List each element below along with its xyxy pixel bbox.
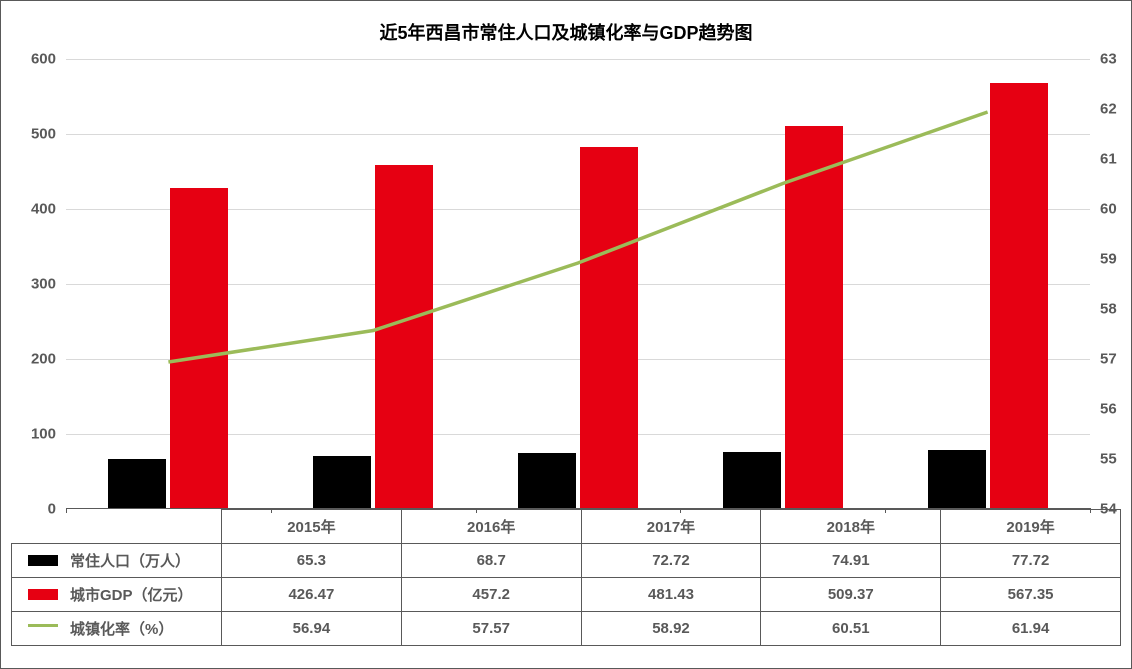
category-group [723, 126, 843, 508]
urb-value-cell: 56.94 [222, 612, 402, 646]
y-right-tick-label: 63 [1090, 51, 1117, 68]
urb-value-cell: 61.94 [941, 612, 1121, 646]
pop-value-cell: 77.72 [941, 544, 1121, 578]
pop-value-cell: 74.91 [761, 544, 941, 578]
pop-value-cell: 72.72 [581, 544, 761, 578]
pop-value-cell: 65.3 [222, 544, 402, 578]
pop-value-cell: 68.7 [401, 544, 581, 578]
gdp-legend-label: 城市GDP（亿元） [70, 587, 193, 604]
gdp-bar [990, 83, 1048, 509]
y-left-tick-label: 500 [31, 126, 66, 143]
pop-swatch [28, 555, 58, 566]
urb-legend-label: 城镇化率（%） [70, 621, 173, 638]
pop-bar [108, 459, 166, 508]
gdp-bar [580, 147, 638, 508]
gridline [66, 59, 1090, 60]
category-group [108, 188, 228, 508]
y-right-tick-label: 59 [1090, 251, 1117, 268]
pop-bar [313, 456, 371, 508]
category-header: 2017年 [581, 510, 761, 544]
legend-cell-pop: 常住人口（万人） [12, 544, 222, 578]
data-table: 2015年2016年2017年2018年2019年常住人口（万人） 65.368.… [11, 509, 1121, 646]
gdp-value-cell: 567.35 [941, 578, 1121, 612]
y-left-tick-label: 100 [31, 426, 66, 443]
category-group [518, 147, 638, 508]
y-left-tick-label: 400 [31, 201, 66, 218]
y-right-tick-label: 55 [1090, 451, 1117, 468]
gdp-value-cell: 457.2 [401, 578, 581, 612]
pop-legend-label: 常住人口（万人） [70, 553, 190, 570]
urb-value-cell: 57.57 [401, 612, 581, 646]
urb-swatch [28, 624, 58, 627]
y-right-tick-label: 56 [1090, 401, 1117, 418]
y-left-tick-label: 300 [31, 276, 66, 293]
urb-value-cell: 58.92 [581, 612, 761, 646]
gdp-value-cell: 481.43 [581, 578, 761, 612]
plot-area: 010020030040050060054555657585960616263 [66, 59, 1090, 509]
category-group [928, 83, 1048, 509]
gdp-bar [375, 165, 433, 508]
category-group [313, 165, 433, 508]
category-header: 2016年 [401, 510, 581, 544]
legend-cell-urb: 城镇化率（%） [12, 612, 222, 646]
gdp-bar [170, 188, 228, 508]
y-left-tick-label: 200 [31, 351, 66, 368]
category-header: 2018年 [761, 510, 941, 544]
y-right-tick-label: 62 [1090, 101, 1117, 118]
gdp-value-cell: 509.37 [761, 578, 941, 612]
pop-bar [518, 453, 576, 508]
chart-container: 近5年西昌市常住人口及城镇化率与GDP趋势图 01002003004005006… [0, 0, 1132, 669]
y-right-tick-label: 58 [1090, 301, 1117, 318]
gdp-swatch [28, 589, 58, 600]
pop-bar [723, 452, 781, 508]
y-right-tick-label: 57 [1090, 351, 1117, 368]
chart-title: 近5年西昌市常住人口及城镇化率与GDP趋势图 [1, 1, 1131, 45]
category-header: 2015年 [222, 510, 402, 544]
urb-value-cell: 60.51 [761, 612, 941, 646]
category-header: 2019年 [941, 510, 1121, 544]
y-left-tick-label: 600 [31, 51, 66, 68]
gdp-bar [785, 126, 843, 508]
y-right-tick-label: 61 [1090, 151, 1117, 168]
pop-bar [928, 450, 986, 508]
legend-corner [12, 510, 222, 544]
legend-cell-gdp: 城市GDP（亿元） [12, 578, 222, 612]
y-right-tick-label: 60 [1090, 201, 1117, 218]
gdp-value-cell: 426.47 [222, 578, 402, 612]
